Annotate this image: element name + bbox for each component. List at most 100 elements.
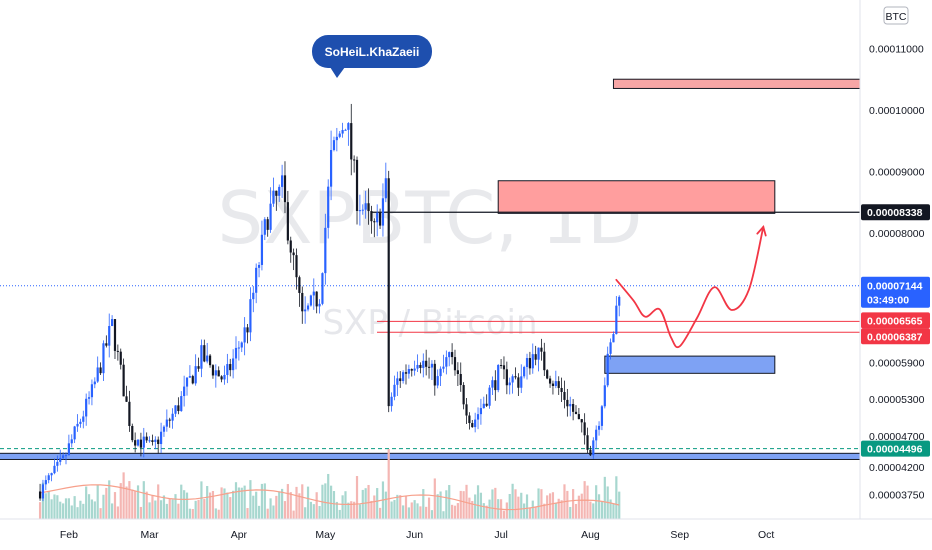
- volume-bar: [139, 506, 143, 519]
- volume-bar: [194, 500, 197, 519]
- candle: [191, 374, 194, 385]
- candle: [471, 419, 474, 428]
- resistance-zone-main[interactable]: [497, 180, 776, 214]
- volume-bar: [589, 501, 592, 519]
- candle: [615, 296, 618, 335]
- candle: [537, 347, 540, 372]
- candle: [353, 155, 356, 173]
- candle: [361, 204, 364, 215]
- volume-bar: [223, 488, 226, 519]
- candle: [177, 397, 180, 415]
- currency-label-box[interactable]: BTC: [883, 6, 909, 25]
- volume-bar: [237, 487, 240, 519]
- candle: [93, 377, 96, 389]
- volume-bar: [272, 505, 275, 519]
- volume-bar: [73, 496, 76, 519]
- candle: [47, 473, 50, 484]
- volume-bar: [232, 490, 235, 519]
- volume-bar: [410, 502, 413, 519]
- candle: [260, 220, 264, 271]
- candle: [592, 437, 595, 459]
- candle: [324, 213, 327, 285]
- candle: [223, 365, 226, 385]
- candle: [206, 342, 209, 364]
- candle: [76, 414, 79, 432]
- volume-bar: [119, 483, 122, 519]
- projection-layer[interactable]: [615, 225, 767, 349]
- projection-path[interactable]: [615, 226, 765, 349]
- resistance-zone-upper[interactable]: [612, 78, 861, 89]
- candle: [217, 366, 220, 377]
- candle: [367, 188, 370, 225]
- volume-bar: [439, 491, 442, 519]
- volume-bar: [298, 493, 301, 519]
- time-tick-label: Apr: [231, 529, 248, 541]
- volume-bar: [38, 502, 42, 519]
- volume-bar: [206, 486, 209, 519]
- candle: [560, 377, 563, 402]
- candle: [350, 103, 353, 176]
- author-callout[interactable]: SoHeiL.KhaZaeii: [312, 35, 432, 78]
- candle: [298, 275, 301, 307]
- volume-bar: [600, 501, 604, 519]
- volume-bar: [609, 499, 612, 519]
- candle: [600, 404, 604, 431]
- candle: [531, 343, 534, 374]
- volume-bar: [229, 497, 232, 519]
- volume-bar: [427, 497, 431, 519]
- volume-bar: [341, 495, 344, 519]
- candle: [511, 374, 514, 394]
- demand-zone[interactable]: [604, 355, 776, 374]
- volume-bar: [306, 486, 310, 519]
- volume-bar: [416, 503, 419, 519]
- volume-bar: [111, 503, 114, 519]
- candle: [327, 179, 330, 239]
- volume-bar: [102, 494, 105, 519]
- volume-bar: [59, 501, 62, 519]
- support-zone[interactable]: [0, 452, 861, 460]
- candle: [309, 294, 313, 307]
- time-axis-ticks: Feb Mar Apr May Jun Jul Aug Sep Oct: [60, 529, 775, 541]
- volume-bar: [361, 489, 364, 519]
- volume-bar: [266, 508, 269, 519]
- volume-bar: [344, 491, 347, 519]
- volume-bar: [131, 489, 134, 519]
- volume-bar: [246, 508, 249, 519]
- candle: [116, 344, 119, 361]
- price-badges: 0.00008338 0.00007144 03:49:00 0.00006565 0.…: [861, 204, 930, 457]
- candle: [502, 356, 506, 380]
- candle: [154, 436, 157, 450]
- projection-arrowhead: [756, 225, 767, 237]
- candle: [304, 296, 307, 324]
- volume-bar: [554, 503, 557, 519]
- volume-bar: [64, 498, 68, 519]
- candle: [563, 380, 566, 409]
- candle: [125, 385, 128, 403]
- volume-bar: [151, 495, 154, 519]
- price-tick-label: 0.00005900: [869, 357, 925, 369]
- volume-bar: [99, 508, 102, 519]
- volume-bar: [433, 478, 436, 519]
- price-badge-level: 0.00006387: [861, 328, 930, 345]
- time-tick-label: Jun: [406, 529, 423, 541]
- candle: [577, 407, 580, 420]
- volume-bar: [44, 493, 47, 519]
- price-tick-label: 0.00008000: [869, 228, 925, 240]
- volume-bar: [312, 504, 315, 519]
- candle: [226, 353, 229, 384]
- candle: [312, 278, 315, 310]
- candle: [119, 348, 122, 370]
- price-badge-resistance-line: 0.00008338: [861, 204, 930, 221]
- volume-bar: [136, 485, 140, 519]
- volume-bar: [275, 495, 278, 519]
- candle: [476, 407, 480, 430]
- candle: [557, 376, 560, 395]
- time-tick-label: Sep: [670, 529, 689, 541]
- volume-bar: [214, 508, 217, 519]
- candle: [237, 341, 240, 361]
- volume-bar: [255, 491, 258, 519]
- candle: [436, 369, 439, 389]
- candle: [387, 170, 390, 413]
